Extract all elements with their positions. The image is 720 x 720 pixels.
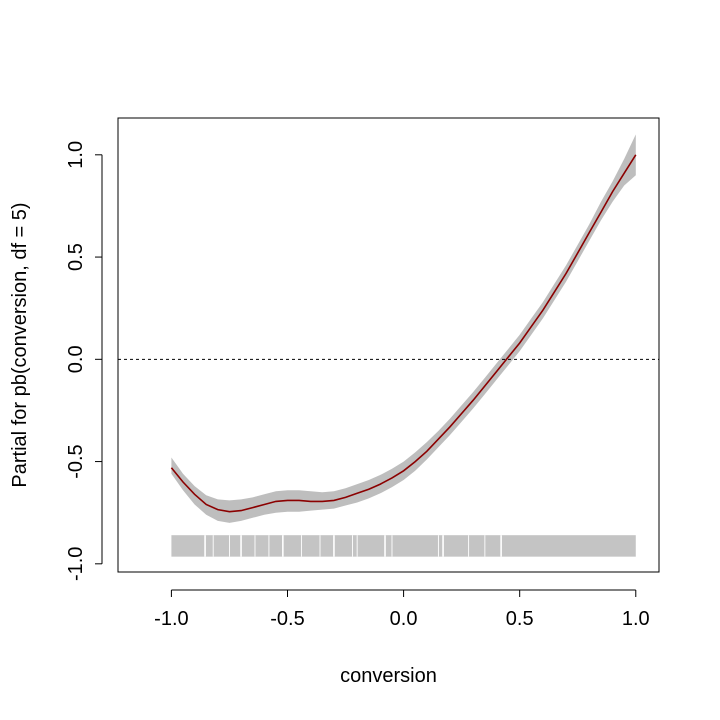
rug-block xyxy=(171,535,636,557)
fitted-line xyxy=(170,154,637,513)
y-tick-label: 1.0 xyxy=(65,141,87,169)
x-axis: -1.0 -0.5 0.0 0.5 1.0 xyxy=(154,589,650,630)
y-axis: -1.0 -0.5 0.0 0.5 1.0 xyxy=(65,141,103,581)
x-axis-title: conversion xyxy=(340,665,437,687)
confidence-band-layer xyxy=(171,134,636,523)
y-tick-label: 0.0 xyxy=(65,345,87,373)
x-tick-label: -1.0 xyxy=(154,608,188,630)
y-tick-label: 0.5 xyxy=(65,243,87,271)
x-tick-label: -0.5 xyxy=(270,608,304,630)
plot-frame xyxy=(117,117,660,573)
x-tick-label: 1.0 xyxy=(622,608,650,630)
y-tick-label: -1.0 xyxy=(65,547,87,581)
x-tick-label: 0.0 xyxy=(390,608,418,630)
rug-marks-layer xyxy=(171,535,636,557)
y-tick-label: -0.5 xyxy=(65,444,87,478)
y-axis-title: Partial for pb(conversion, df = 5) xyxy=(9,202,31,487)
x-tick-label: 0.5 xyxy=(506,608,534,630)
confidence-band xyxy=(171,134,636,523)
